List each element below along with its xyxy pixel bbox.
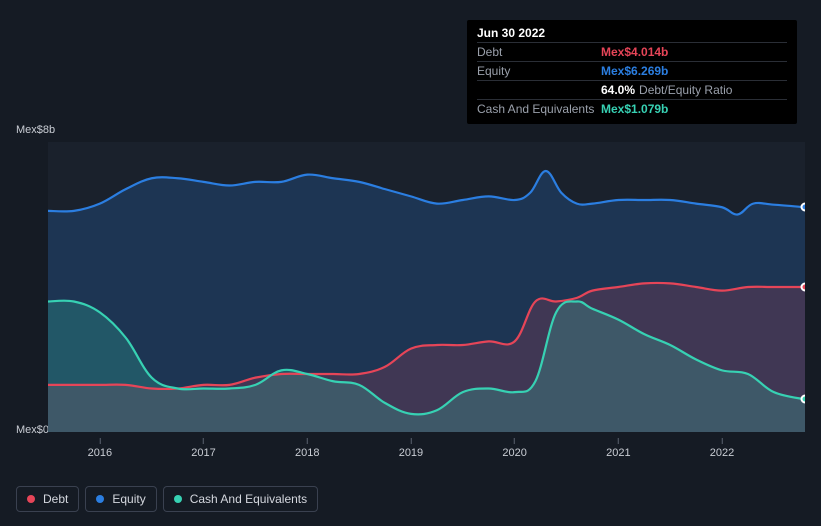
tooltip-row-cash: Cash And Equivalents Mex$1.079b (477, 99, 787, 118)
x-axis-tick-label: 2020 (502, 447, 526, 459)
legend-dot-icon (96, 495, 104, 503)
legend-label: Equity (112, 492, 145, 506)
x-axis-tick: 2020 (502, 438, 526, 459)
chart-tooltip: Jun 30 2022 Debt Mex$4.014b Equity Mex$6… (467, 20, 797, 124)
x-axis-tick: 2017 (191, 438, 215, 459)
tooltip-value: 64.0% (601, 83, 635, 97)
x-axis-tick: 2021 (606, 438, 630, 459)
x-axis-tick: 2019 (399, 438, 423, 459)
legend-item-debt[interactable]: Debt (16, 486, 79, 512)
tooltip-label: Equity (477, 64, 601, 78)
legend-dot-icon (27, 495, 35, 503)
x-axis-tick-label: 2017 (191, 447, 215, 459)
tooltip-value: Mex$1.079b (601, 102, 668, 116)
tooltip-row-debt: Debt Mex$4.014b (477, 42, 787, 61)
tooltip-label: Debt (477, 45, 601, 59)
legend-label: Cash And Equivalents (190, 492, 307, 506)
series-end-marker (801, 395, 806, 404)
y-axis-label-min: Mex$0 (16, 424, 49, 436)
tooltip-value: Mex$4.014b (601, 45, 668, 59)
x-axis-tick-label: 2018 (295, 447, 319, 459)
y-axis-label-max: Mex$8b (16, 124, 55, 136)
legend-item-equity[interactable]: Equity (85, 486, 156, 512)
tooltip-row-ratio: 64.0% Debt/Equity Ratio (477, 80, 787, 99)
chart-svg (48, 142, 805, 432)
tooltip-suffix: Debt/Equity Ratio (639, 83, 732, 97)
tooltip-label: Cash And Equivalents (477, 102, 601, 116)
x-axis-tick: 2018 (295, 438, 319, 459)
chart-legend: Debt Equity Cash And Equivalents (16, 486, 318, 512)
x-axis-tick-label: 2022 (710, 447, 734, 459)
x-axis-tick-label: 2016 (88, 447, 112, 459)
legend-dot-icon (174, 495, 182, 503)
chart-plot-area[interactable] (48, 142, 805, 432)
tooltip-row-equity: Equity Mex$6.269b (477, 61, 787, 80)
tooltip-label (477, 83, 601, 97)
tooltip-date: Jun 30 2022 (477, 26, 787, 42)
series-end-marker (801, 283, 806, 292)
x-axis-tick-label: 2021 (606, 447, 630, 459)
legend-label: Debt (43, 492, 68, 506)
x-axis: 2016 2017 2018 2019 2020 2021 2022 (48, 438, 805, 462)
x-axis-tick: 2016 (88, 438, 112, 459)
x-axis-tick-label: 2019 (399, 447, 423, 459)
legend-item-cash[interactable]: Cash And Equivalents (163, 486, 318, 512)
tooltip-value: Mex$6.269b (601, 64, 668, 78)
x-axis-tick: 2022 (710, 438, 734, 459)
series-end-marker (801, 203, 806, 212)
